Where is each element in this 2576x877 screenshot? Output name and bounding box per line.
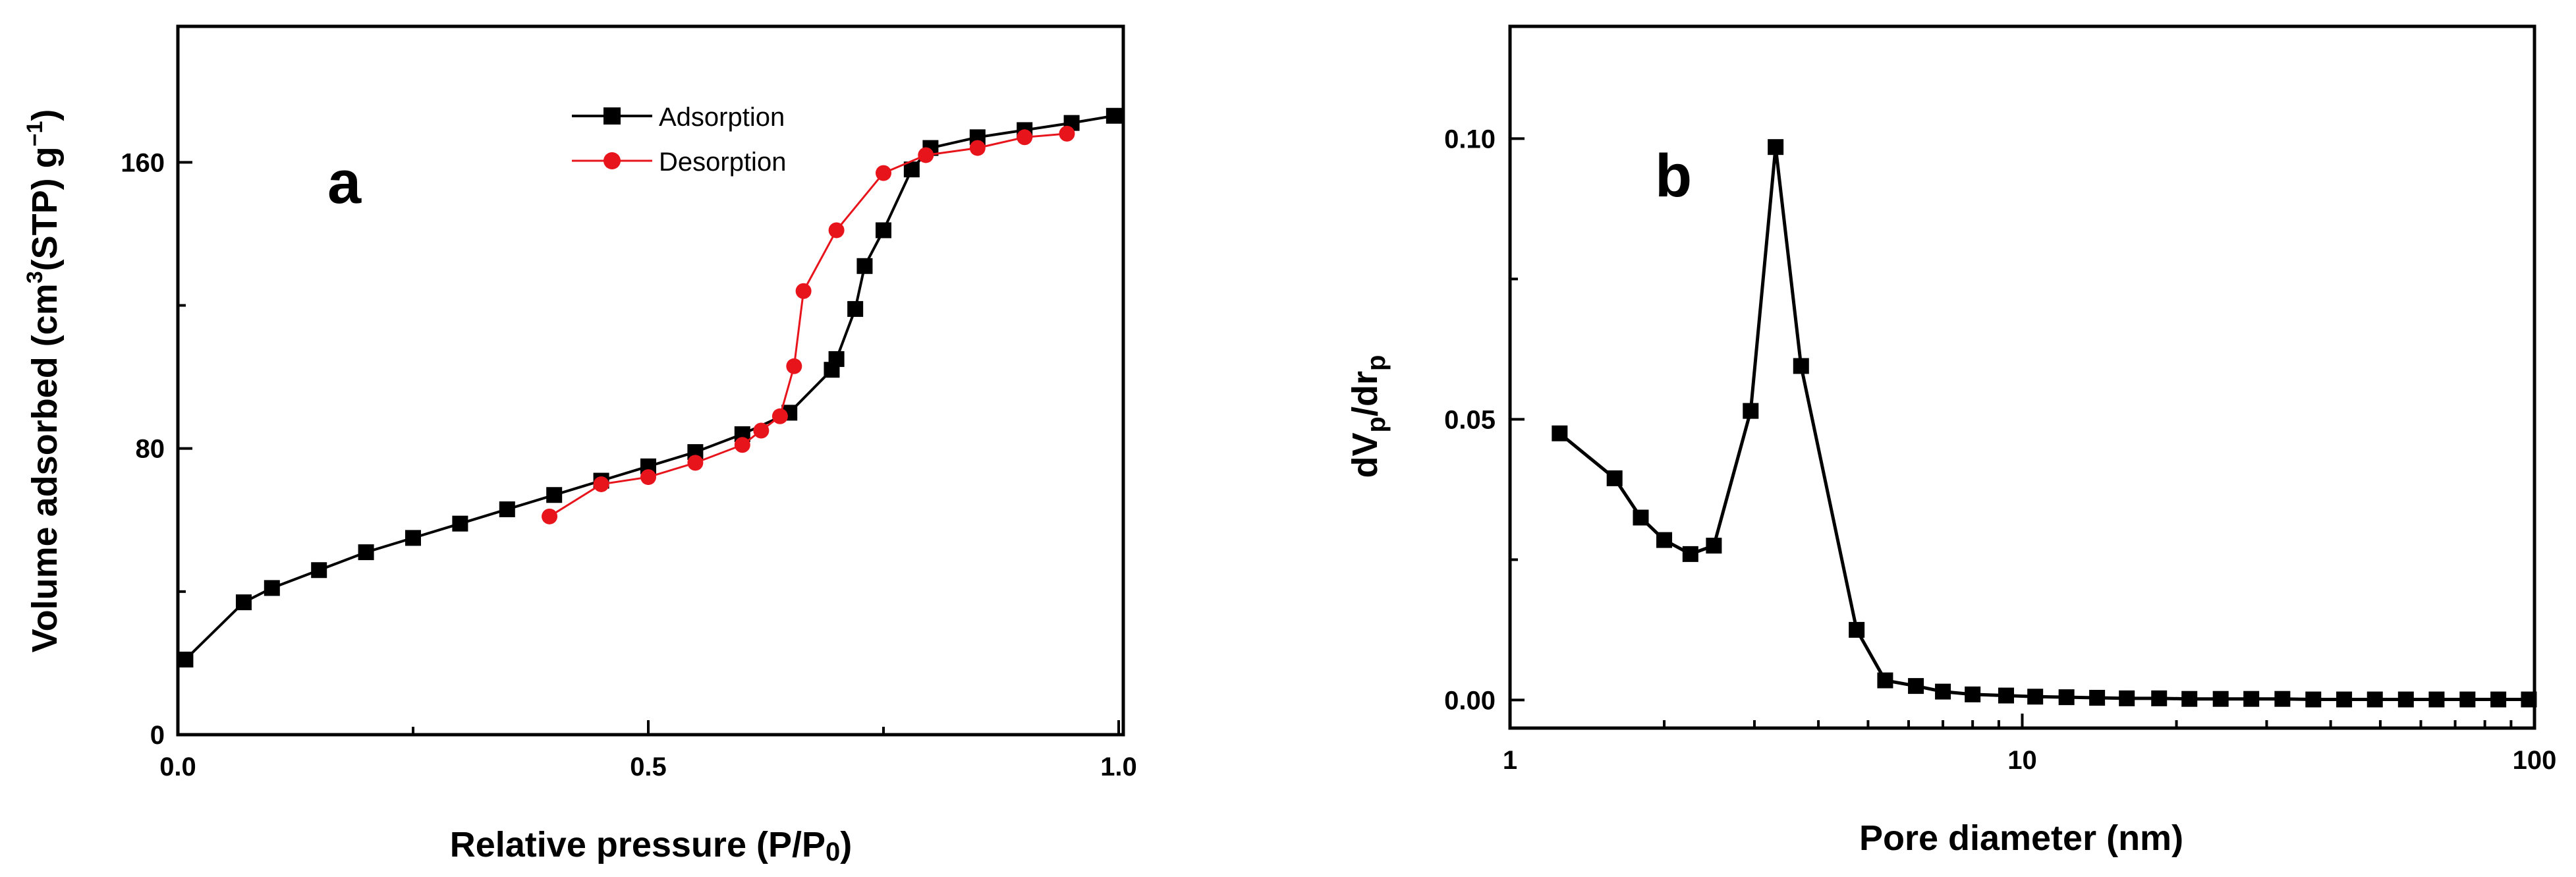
panel-b-y-axis-label: dVp/drp xyxy=(1345,355,1391,478)
panel-b-distribution-point xyxy=(1965,686,1981,702)
panel-a-adsorption-point xyxy=(828,351,845,367)
panel-b-distribution-point xyxy=(2397,691,2414,708)
panel-b-y-tick-label: 0.10 xyxy=(1444,125,1496,154)
panel-b-distribution-point xyxy=(2336,691,2353,708)
panel-a-adsorption-point xyxy=(1106,107,1122,124)
panel-b-distribution-point xyxy=(2459,691,2476,708)
legend-adsorption-marker xyxy=(603,107,621,125)
legend-desorption-marker xyxy=(603,152,621,169)
panel-b-distribution-point xyxy=(2089,689,2106,706)
panel-b-pore-distribution-chart: 1 10 100 0.00 0.05 0.10 b Pore diameter (nm)… xyxy=(1345,24,2557,858)
panel-a-adsorption-point xyxy=(876,222,891,239)
panel-b-distribution-point xyxy=(2181,691,2198,707)
panel-b-distribution-point xyxy=(2212,691,2229,707)
panel-b-distribution-point xyxy=(1682,546,1698,562)
panel-a-adsorption-point xyxy=(358,544,374,561)
panel-b-distribution-point xyxy=(1998,687,2014,704)
panel-a-desorption-point xyxy=(593,476,609,492)
panel-b-distribution-point xyxy=(2058,689,2075,706)
panel-a-adsorption-point xyxy=(546,487,563,503)
panel-a-desorption-point xyxy=(786,358,802,374)
panel-b-distribution-point xyxy=(1552,425,1568,441)
panel-a-adsorption-point xyxy=(177,651,194,667)
panel-a-x-axis-label: Relative pressure (P/P0) xyxy=(450,825,853,866)
panel-a-adsorption-point xyxy=(235,594,252,611)
panel-a-y-tick-label: 0 xyxy=(150,721,165,750)
panel-b-distribution-point xyxy=(1743,403,1759,419)
panel-a-desorption-point xyxy=(734,437,750,453)
panel-b-distribution-point xyxy=(2366,691,2383,708)
panel-b-x-tick-label: 100 xyxy=(2513,746,2557,775)
panel-b-distribution-point xyxy=(1908,678,1924,694)
panel-b-distribution-point xyxy=(2274,691,2291,707)
panel-b-label: b xyxy=(1655,142,1692,210)
panel-b-distribution-line xyxy=(1558,146,2529,702)
panel-b-distribution-point xyxy=(1849,621,1865,638)
panel-b-distribution-point xyxy=(1877,672,1893,689)
panel-a-y-tick-label: 160 xyxy=(121,148,165,177)
panel-b-x-tick-label: 1 xyxy=(1503,746,1517,775)
panel-a-adsorption-point xyxy=(264,580,280,596)
panel-a-desorption-point xyxy=(795,283,812,299)
panel-a-adsorption-point xyxy=(311,562,327,579)
panel-a-x-tick-label: 1.0 xyxy=(1100,752,1137,781)
panel-a-desorption-point xyxy=(969,140,986,156)
panel-a-adsorption-point xyxy=(856,258,873,274)
panel-b-distribution-point xyxy=(1935,683,1951,700)
panel-b-distribution-point xyxy=(1793,358,1809,374)
panel-b-plot-frame xyxy=(1508,24,2536,730)
panel-a-legend: Adsorption Desorption xyxy=(572,103,786,177)
panel-b-distribution-point xyxy=(2243,691,2260,707)
panel-a-label: a xyxy=(327,149,362,216)
panel-b-distribution-point xyxy=(2521,691,2537,708)
panel-b-distribution-point xyxy=(1633,509,1649,526)
panel-a-y-tick-label: 80 xyxy=(136,435,165,464)
panel-a-desorption-point xyxy=(1059,125,1075,142)
legend-desorption-label: Desorption xyxy=(659,148,786,177)
panel-a-adsorption-point xyxy=(452,515,468,532)
panel-a-isotherm-chart: 0.0 0.5 1.0 0 80 160 a Relative pressure (P/… xyxy=(22,24,1137,866)
panel-a-adsorption-point xyxy=(847,300,864,317)
panel-b-distribution-point xyxy=(1656,532,1673,548)
panel-a-desorption-point xyxy=(1017,129,1033,146)
panel-a-desorption-point xyxy=(542,508,558,524)
panel-b-y-tick-label: 0.05 xyxy=(1444,405,1496,434)
panel-a-desorption-point xyxy=(918,147,934,163)
panel-a-desorption-point xyxy=(828,222,845,239)
panel-b-x-axis-label: Pore diameter (nm) xyxy=(1859,818,2183,858)
panel-b-distribution-point xyxy=(2119,690,2135,706)
panel-a-x-tick-label: 0.0 xyxy=(159,752,196,781)
panel-a-desorption-point xyxy=(687,455,704,471)
panel-b-distribution-point xyxy=(1706,538,1722,554)
legend-adsorption-label: Adsorption xyxy=(659,103,785,132)
panel-a-desorption-line xyxy=(549,132,1067,518)
panel-b-distribution-point xyxy=(2428,691,2445,708)
panel-a-desorption-point xyxy=(876,165,891,181)
panel-a-x-tick-label: 0.5 xyxy=(630,752,667,781)
panel-a-desorption-point xyxy=(640,469,656,486)
panel-b-y-tick-label: 0.00 xyxy=(1444,686,1496,715)
panel-b-x-tick-label: 10 xyxy=(2007,746,2037,775)
panel-b-distribution-point xyxy=(2151,690,2168,706)
panel-a-adsorption-point xyxy=(405,530,421,546)
panel-b-distribution-point xyxy=(2490,691,2507,708)
panel-b-distribution-point xyxy=(2305,691,2322,708)
panel-b-distribution-point xyxy=(1606,470,1623,486)
panel-a-adsorption-point xyxy=(499,501,515,517)
panel-b-distribution-point xyxy=(1768,139,1784,156)
panel-a-y-axis-label: Volume adsorbed (cm3(STP) g−1) xyxy=(22,109,65,653)
panel-b-distribution-point xyxy=(2027,689,2044,705)
panel-a-plot-frame xyxy=(176,24,1125,737)
panel-a-desorption-point xyxy=(771,408,788,424)
panel-a-desorption-point xyxy=(753,422,770,439)
